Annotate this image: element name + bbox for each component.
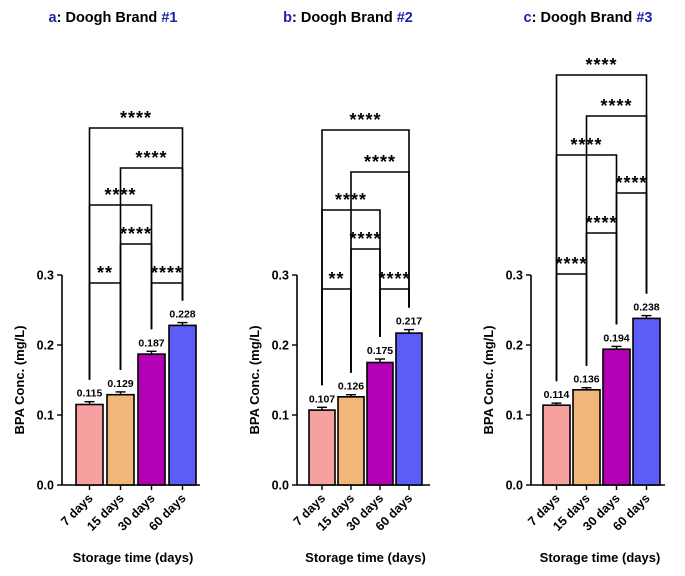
y-tick-label: 0.3: [272, 269, 289, 283]
panel-title: c: Doogh Brand #3: [524, 10, 653, 26]
data-label: 0.217: [396, 316, 422, 328]
panel-title: b: Doogh Brand #2: [283, 10, 413, 26]
chart-panel-c: c: Doogh Brand #3 0.0 0.1 0.2 0.3 BPA Conc. (…: [481, 10, 665, 565]
significance-label: ****: [349, 110, 381, 130]
panel-letter: b: [283, 10, 292, 26]
significance-label: ****: [120, 108, 152, 128]
data-label: 0.238: [633, 302, 659, 314]
x-axis-label: Storage time (days): [73, 550, 194, 565]
significance-label: **: [328, 269, 344, 289]
data-label: 0.126: [338, 381, 364, 393]
significance-label: ****: [585, 55, 617, 75]
significance-label: ****: [151, 263, 183, 283]
data-label: 0.228: [169, 309, 195, 321]
y-axis-label: BPA Conc. (mg/L): [12, 325, 27, 434]
significance-bracket: [88, 127, 184, 380]
data-label: 0.136: [573, 374, 599, 386]
bar-15-days: [106, 393, 135, 486]
significance-bracket: [321, 129, 410, 386]
significance-label: ****: [135, 148, 167, 168]
bar-30-days: [137, 353, 166, 486]
panel-number: #3: [636, 10, 652, 26]
chart-panel-b: b: Doogh Brand #2 0.0 0.1 0.2 0.3 BPA Conc. (…: [247, 10, 430, 565]
bar-60-days: [395, 332, 423, 486]
significance-label: ****: [349, 229, 381, 249]
y-tick-label: 0.2: [37, 339, 54, 353]
significance-label: ****: [600, 96, 632, 116]
bar-30-days: [602, 348, 631, 486]
bar-60-days: [632, 317, 661, 486]
y-axis-label: BPA Conc. (mg/L): [247, 325, 262, 434]
significance-label: ****: [555, 254, 587, 274]
significance-label: ****: [364, 152, 396, 172]
significance-bracket: [555, 273, 588, 382]
y-tick-label: 0.0: [506, 479, 523, 493]
significance-label: ****: [120, 224, 152, 244]
y-tick-label: 0.1: [506, 409, 523, 423]
bar-30-days: [366, 361, 394, 486]
panel-number: #2: [397, 10, 413, 26]
panel-title: a: Doogh Brand #1: [49, 10, 178, 26]
panel-title-text: : Doogh Brand: [57, 10, 162, 26]
significance-label: **: [97, 263, 113, 283]
y-tick-label: 0.3: [506, 269, 523, 283]
significance-bracket: [555, 74, 648, 382]
bar-60-days: [168, 324, 197, 486]
y-tick-label: 0.2: [272, 339, 289, 353]
significance-label: ****: [378, 269, 410, 289]
bar-7-days: [75, 403, 104, 486]
significance-bracket: [88, 282, 122, 380]
panel-title-text: : Doogh Brand: [532, 10, 637, 26]
y-tick-label: 0.0: [37, 479, 54, 493]
data-label: 0.187: [138, 337, 164, 349]
y-tick-label: 0.1: [37, 409, 54, 423]
y-tick-label: 0.0: [272, 479, 289, 493]
y-axis-label: BPA Conc. (mg/L): [481, 325, 496, 434]
bar-7-days: [542, 404, 571, 486]
data-label: 0.107: [309, 393, 335, 405]
data-label: 0.175: [367, 345, 393, 357]
panel-letter: c: [524, 10, 532, 26]
panel-title-text: : Doogh Brand: [292, 10, 397, 26]
data-label: 0.114: [544, 389, 570, 401]
x-axis-label: Storage time (days): [540, 550, 661, 565]
panel-number: #1: [161, 10, 177, 26]
data-label: 0.115: [77, 388, 103, 400]
significance-label: ****: [615, 173, 647, 193]
data-label: 0.194: [603, 332, 629, 344]
x-axis-label: Storage time (days): [305, 550, 426, 565]
y-tick-label: 0.1: [272, 409, 289, 423]
data-label: 0.129: [107, 378, 133, 390]
bar-15-days: [572, 388, 601, 486]
y-tick-label: 0.3: [37, 269, 54, 283]
panel-letter: a: [49, 10, 58, 26]
chart-panel-a: a: Doogh Brand #1 0.0 0.1 0.2 0.3 BPA Conc. (…: [12, 10, 200, 565]
significance-label: ****: [585, 213, 617, 233]
y-tick-label: 0.2: [506, 339, 523, 353]
significance-bracket: [321, 288, 352, 386]
bar-7-days: [308, 409, 336, 486]
bar-15-days: [337, 395, 365, 486]
